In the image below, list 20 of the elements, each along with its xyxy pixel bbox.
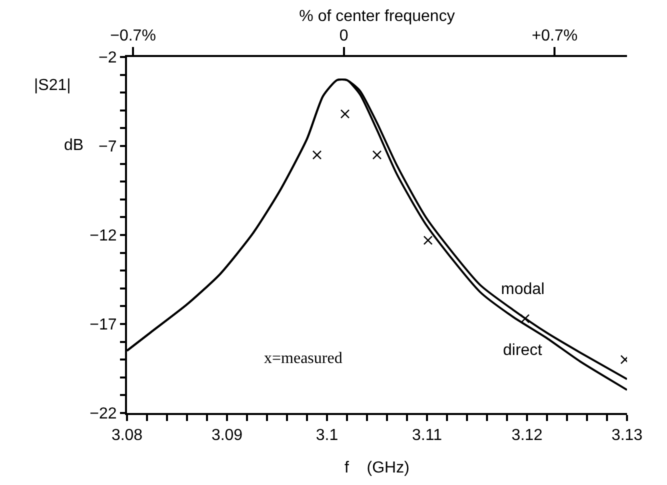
- y-tick-label: −22: [90, 406, 117, 423]
- x-tick-label: 3.11: [412, 427, 442, 444]
- y-tick-label: −17: [90, 316, 117, 334]
- x-tick-label: 3.1: [316, 427, 338, 444]
- x2-tick-label: 0: [339, 28, 348, 45]
- y-tick-label: −2: [98, 50, 117, 67]
- x2-tick-label: +0.7%: [532, 28, 578, 45]
- x-tick-label: 3.08: [111, 427, 143, 444]
- y-tick-label: −12: [90, 228, 117, 245]
- series-label: direct: [503, 342, 543, 359]
- y-tick-label: −7: [98, 138, 117, 156]
- annotation: x=measured: [264, 350, 342, 367]
- x-tick-label: 3.12: [511, 427, 543, 444]
- text: |S21| dB: [34, 77, 84, 154]
- x2-tick-label: −0.7%: [110, 28, 156, 45]
- x2-axis-title: % of center frequency: [299, 8, 455, 25]
- x-tick-label: 3.13: [611, 427, 643, 444]
- series-label: modal: [501, 281, 545, 298]
- x-tick-label: 3.09: [211, 427, 243, 444]
- x-axis-title: f (GHz): [344, 459, 410, 476]
